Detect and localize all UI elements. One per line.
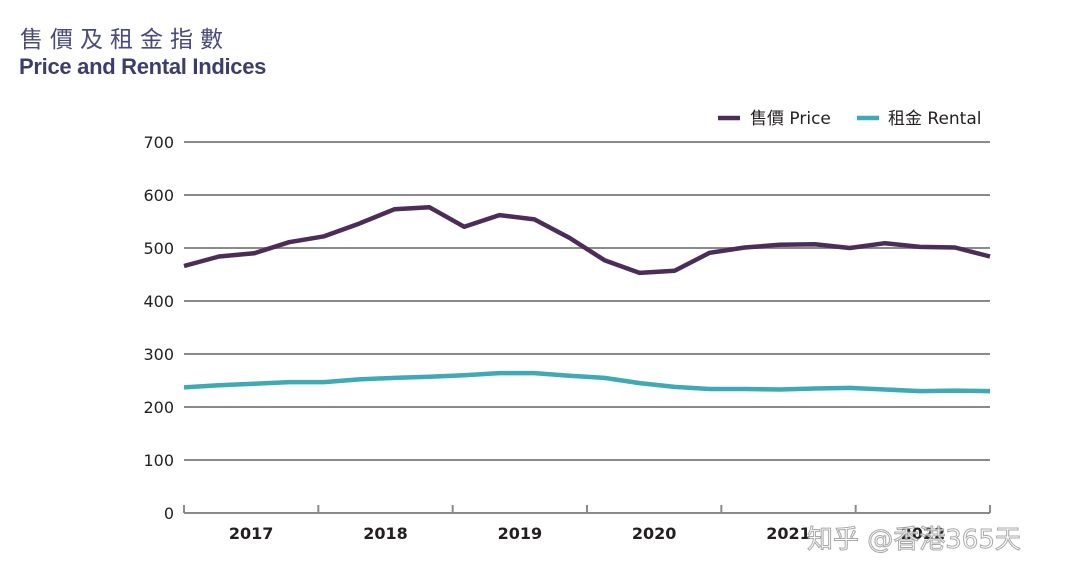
- x-tick-label-2017: 2017: [229, 524, 274, 543]
- chart-title-chinese: 售價及租金指數: [20, 27, 230, 53]
- legend: 售價 Price 租金 Rental: [718, 109, 982, 129]
- series-line-price: [183, 204, 991, 276]
- x-tick-label-2019: 2019: [498, 524, 543, 543]
- x-axis: 2017 2018 2019 2020 2021 2022: [183, 505, 991, 543]
- x-tick-label-2020: 2020: [632, 524, 677, 543]
- y-tick-label: 600: [143, 186, 174, 205]
- y-tick-label: 100: [143, 451, 174, 470]
- y-tick-label: 0: [164, 504, 174, 523]
- legend-label-rental: 租金 Rental: [888, 109, 982, 129]
- legend-label-price: 售價 Price: [750, 109, 831, 129]
- y-tick-label: 200: [143, 398, 174, 417]
- series-lines: [183, 204, 991, 394]
- y-tick-label: 400: [143, 292, 174, 311]
- x-tick-label-2018: 2018: [363, 524, 408, 543]
- x-tick-label-2022: 2022: [901, 524, 946, 543]
- y-tick-label: 300: [143, 345, 174, 364]
- x-tick-label-2021: 2021: [766, 524, 811, 543]
- series-line-rental: [183, 370, 991, 394]
- watermark: 知乎 @香港365天: [807, 525, 1021, 555]
- chart-title-english: Price and Rental Indices: [19, 54, 267, 79]
- gridlines: [184, 141, 990, 461]
- y-tick-label: 700: [143, 133, 174, 152]
- y-axis-tick-labels: 0 100 200 300 400 500 600 700: [143, 133, 174, 523]
- y-tick-label: 500: [143, 239, 174, 258]
